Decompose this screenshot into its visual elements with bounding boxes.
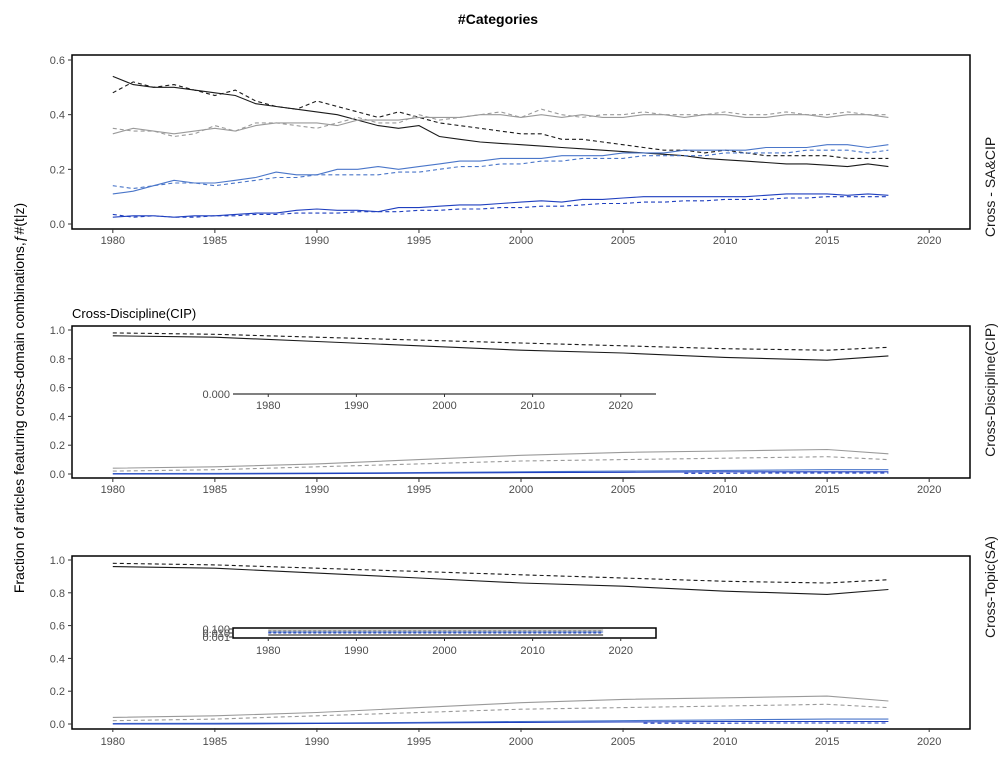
- panel-series-layer: [112, 332, 889, 475]
- inset-x-tick-label: 1990: [344, 645, 368, 657]
- inset-axes: 0.000 1980 1990 2000 2010 2020: [202, 389, 656, 412]
- y-tick-label: 0.4: [50, 110, 65, 122]
- x-tick-label: 2015: [815, 235, 839, 247]
- series-line: [112, 703, 889, 722]
- panel-y-ticks: 0.0 0.2 0.4 0.6 0.8 1.0: [50, 325, 72, 481]
- x-tick-label: 1985: [203, 736, 227, 748]
- y-tick-label: 1.0: [50, 325, 65, 337]
- x-tick-label: 1985: [203, 484, 227, 496]
- x-tick-label: 2000: [509, 736, 533, 748]
- x-tick-label: 2015: [815, 484, 839, 496]
- x-tick-label: 1980: [101, 484, 125, 496]
- x-tick-label: 1980: [101, 736, 125, 748]
- y-tick-label: 1.0: [50, 555, 65, 567]
- y-tick-label: 0.8: [50, 588, 65, 600]
- inset-y-tick-label: 0.000: [202, 389, 230, 401]
- inset-x-tick-label: 2010: [520, 645, 544, 657]
- x-tick-label: 2000: [509, 484, 533, 496]
- panel-x-ticks: 1980 1985 1990 1995 2000 2005 2010 2015 2020: [101, 728, 941, 748]
- inset-x-tick-label: 2010: [520, 400, 544, 412]
- x-tick-label: 1990: [305, 484, 329, 496]
- series-line: [112, 471, 889, 475]
- y-tick-label: 0.2: [50, 686, 65, 698]
- y-tick-label: 0.4: [50, 653, 65, 665]
- y-tick-label: 0.0: [50, 719, 65, 731]
- strip-label: Cross - SA&CIP: [982, 137, 998, 237]
- inset-x-tick-label: 2020: [609, 400, 633, 412]
- series-line: [112, 718, 889, 725]
- y-tick-label: 0.6: [50, 383, 65, 395]
- panel-y-ticks: 0.0 0.2 0.4 0.6: [50, 55, 72, 231]
- x-tick-label: 1980: [101, 235, 125, 247]
- strip-label: Cross-Discipline(CIP): [982, 323, 998, 457]
- x-tick-label: 1995: [407, 235, 431, 247]
- inset-y-tick-label: 0.001: [202, 632, 230, 644]
- panel-y-ticks: 0.0 0.2 0.4 0.6 0.8 1.0: [50, 555, 72, 731]
- panel-series-layer: [112, 562, 889, 725]
- series-line: [112, 75, 889, 168]
- x-tick-label: 2000: [509, 235, 533, 247]
- y-tick-label: 0.6: [50, 55, 65, 67]
- inset-x-tick-label: 1980: [256, 645, 280, 657]
- x-tick-label: 2010: [713, 736, 737, 748]
- x-tick-label: 2020: [917, 484, 941, 496]
- y-tick-label: 0.0: [50, 469, 65, 481]
- x-tick-label: 2005: [611, 235, 635, 247]
- series-line: [112, 448, 889, 469]
- inset-x-tick-label: 1980: [256, 400, 280, 412]
- inset-y-tick-label: 0.010: [202, 628, 230, 640]
- inset-x-tick-label: 2000: [432, 645, 456, 657]
- panel-cross-sa-cip: 0.0 0.2 0.4 0.6 1980 1985 1990 1995 2000 2005 201…: [50, 54, 998, 247]
- x-tick-label: 2020: [917, 235, 941, 247]
- series-line: [112, 469, 889, 475]
- series-line: [112, 114, 889, 135]
- series-line: [112, 720, 889, 725]
- panel-x-ticks: 1980 1985 1990 1995 2000 2005 2010 2015 2020: [101, 229, 941, 247]
- x-tick-label: 2005: [611, 736, 635, 748]
- y-tick-label: 0.0: [50, 219, 65, 231]
- x-tick-label: 2010: [713, 235, 737, 247]
- y-tick-label: 0.2: [50, 164, 65, 176]
- inset-y-tick-label: 0.100: [202, 624, 230, 636]
- x-tick-label: 1985: [203, 235, 227, 247]
- panel-cross-topic: 0.0 0.2 0.4 0.6 0.8 1.0 1980 1985 1990 1995 2000 2…: [50, 536, 998, 748]
- series-line: [112, 144, 889, 195]
- series-line: [112, 108, 889, 138]
- y-tick-label: 0.2: [50, 440, 65, 452]
- series-line: [112, 335, 889, 361]
- strip-label: Cross-Topic(SA): [982, 536, 998, 638]
- series-line: [112, 695, 889, 718]
- panel-series-layer: [112, 75, 889, 218]
- inset-x-tick-label: 2000: [432, 400, 456, 412]
- panel-x-ticks: 1980 1985 1990 1995 2000 2005 2010 2015 2020: [101, 478, 941, 496]
- x-tick-label: 1995: [407, 484, 431, 496]
- y-axis-label: Fraction of articles featuring cross-dom…: [11, 203, 27, 593]
- y-tick-label: 0.8: [50, 354, 65, 366]
- x-tick-label: 2010: [713, 484, 737, 496]
- series-line: [112, 456, 889, 472]
- inset-x-tick-label: 2020: [609, 645, 633, 657]
- chart-title: #Categories: [458, 11, 538, 27]
- series-line: [112, 193, 889, 218]
- x-tick-label: 1995: [407, 736, 431, 748]
- series-line: [112, 149, 889, 190]
- x-tick-label: 1990: [305, 235, 329, 247]
- inset-x-tick-label: 1990: [344, 400, 368, 412]
- panel-cross-discipline: Cross-Discipline(CIP) 0.0 0.2 0.4 0.6 0.8 1.0…: [50, 306, 998, 496]
- x-tick-label: 2020: [917, 736, 941, 748]
- panel-subtitle: Cross-Discipline(CIP): [72, 306, 196, 321]
- x-tick-label: 2005: [611, 484, 635, 496]
- series-line: [112, 562, 889, 584]
- x-tick-label: 1990: [305, 736, 329, 748]
- y-tick-label: 0.4: [50, 411, 65, 423]
- series-line: [112, 332, 889, 351]
- series-line: [112, 196, 889, 218]
- x-tick-label: 2015: [815, 736, 839, 748]
- series-line: [112, 566, 889, 595]
- series-line: [112, 81, 889, 159]
- y-tick-label: 0.6: [50, 621, 65, 633]
- panel-border: [71, 54, 971, 230]
